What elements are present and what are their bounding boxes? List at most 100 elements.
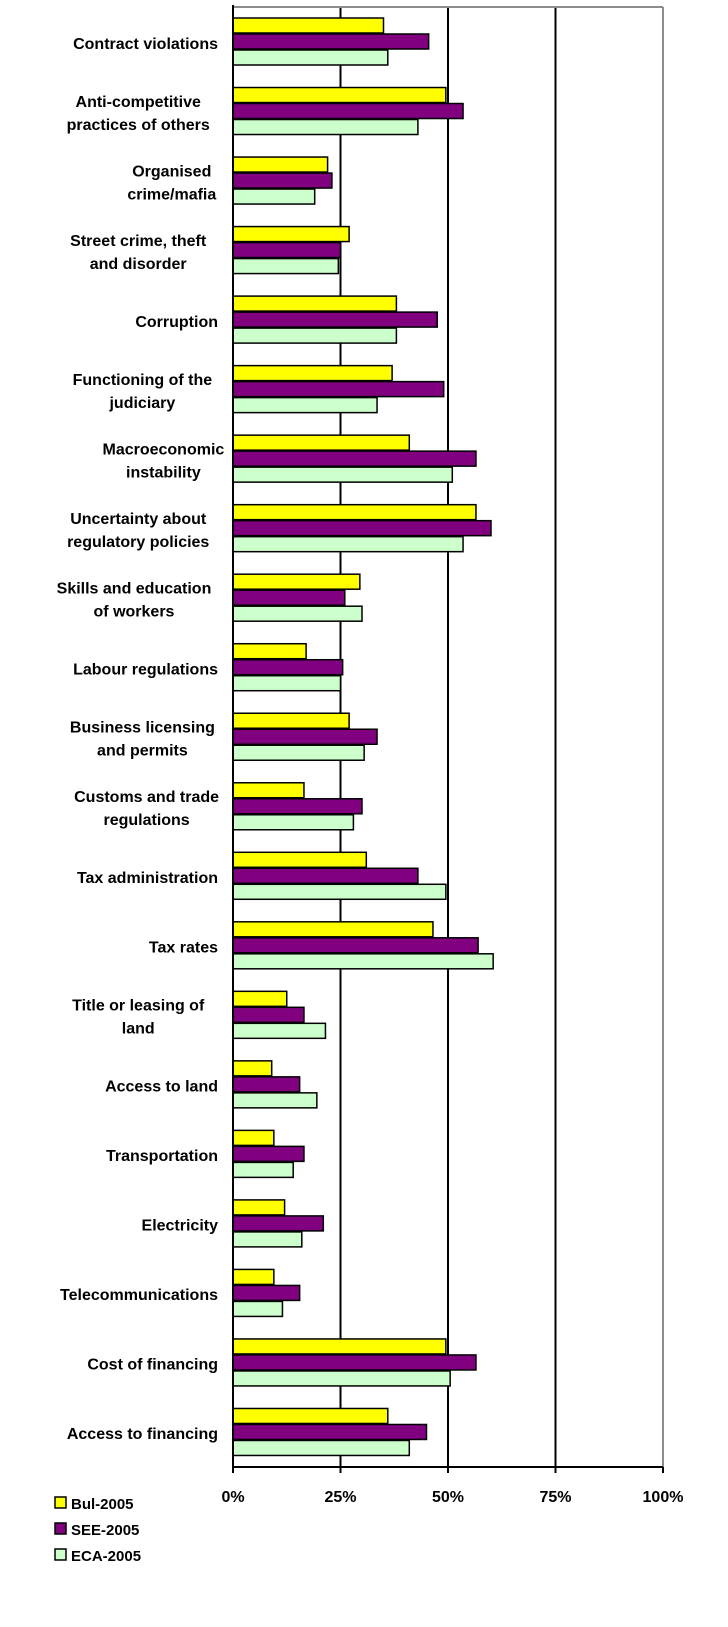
bar-eca-2005-9 <box>232 674 342 692</box>
category-label-line: instability <box>126 464 201 481</box>
category-label: Cost of financing <box>87 1357 218 1374</box>
bar-see-2005-1 <box>232 102 464 120</box>
legend-swatch-see-2005 <box>54 1522 67 1535</box>
bar-see-2005-15 <box>232 1076 301 1093</box>
category-label: Access to financing <box>67 1426 218 1443</box>
bar-bul-2005-18 <box>232 1268 275 1286</box>
bar-eca-2005-2 <box>232 188 316 205</box>
category-label: Street crime, theft and disorder <box>70 233 207 273</box>
x-tick-label: 100% <box>643 1489 684 1506</box>
bar-see-2005-18 <box>232 1284 301 1302</box>
category-label-line: Access to land <box>105 1079 218 1096</box>
category-label: Labour regulations <box>73 661 218 678</box>
bar-bul-2005-1 <box>232 86 447 104</box>
bar-see-2005-2 <box>232 172 333 189</box>
category-label-line: Labour regulations <box>73 661 218 678</box>
bar-bul-2005-4 <box>232 295 398 312</box>
legend-swatch-eca-2005 <box>54 1548 67 1561</box>
bar-eca-2005-7 <box>232 535 464 553</box>
category-label-line: Transportation <box>106 1148 218 1165</box>
category-label: Electricity <box>142 1218 219 1235</box>
bar-bul-2005-14 <box>232 990 288 1008</box>
bar-eca-2005-10 <box>232 744 365 761</box>
category-label-line: Contract violations <box>73 36 218 53</box>
x-tick-label: 75% <box>539 1489 571 1506</box>
bar-eca-2005-14 <box>232 1022 327 1040</box>
bar-eca-2005-13 <box>232 953 494 970</box>
bar-eca-2005-16 <box>232 1161 294 1179</box>
category-label: Organised crime/mafia <box>127 163 216 203</box>
category-label-line: Tax rates <box>149 940 218 957</box>
category-label-line: Corruption <box>135 314 218 331</box>
category-label-line: Customs and trade <box>74 789 219 806</box>
bar-eca-2005-15 <box>232 1092 318 1109</box>
bar-eca-2005-18 <box>232 1300 284 1318</box>
bar-bul-2005-7 <box>232 503 477 521</box>
bar-see-2005-10 <box>232 728 378 745</box>
bar-see-2005-16 <box>232 1145 305 1163</box>
bar-eca-2005-3 <box>232 257 340 275</box>
bar-bul-2005-12 <box>232 851 368 869</box>
category-label-line: Telecommunications <box>60 1287 218 1304</box>
category-label-line: land <box>122 1021 155 1038</box>
category-label-line: crime/mafia <box>127 186 216 203</box>
bar-see-2005-7 <box>232 519 492 537</box>
category-label: Skills and education of workers <box>57 580 212 620</box>
category-label-line: Anti-competitive <box>76 94 201 111</box>
axes <box>232 5 664 1473</box>
bar-bul-2005-3 <box>232 225 350 243</box>
bar-bul-2005-6 <box>232 434 411 451</box>
category-label-line: Organised <box>132 163 211 180</box>
category-label: Anti-competitive practices of others <box>67 94 210 134</box>
bar-bul-2005-16 <box>232 1129 275 1147</box>
category-label: Telecommunications <box>60 1287 218 1304</box>
bar-eca-2005-17 <box>232 1231 303 1248</box>
category-label-line: of workers <box>94 603 175 620</box>
bar-see-2005-12 <box>232 867 419 885</box>
bar-see-2005-14 <box>232 1006 305 1024</box>
category-label: Macroeconomic instability <box>102 441 224 481</box>
category-label-line: regulations <box>103 812 189 829</box>
category-label-line: Macroeconomic <box>102 441 224 458</box>
bar-eca-2005-12 <box>232 883 447 901</box>
bar-bul-2005-0 <box>232 17 385 34</box>
bar-see-2005-3 <box>232 241 342 259</box>
category-label: Tax administration <box>77 870 218 887</box>
bar-bul-2005-8 <box>232 573 361 590</box>
category-label-line: Street crime, theft <box>70 233 207 250</box>
category-label: Business licensing and permits <box>70 720 215 760</box>
category-label-line: Uncertainty about <box>70 511 207 528</box>
legend-label-eca-2005: ECA-2005 <box>71 1548 141 1565</box>
x-tick-label: 25% <box>324 1489 356 1506</box>
category-label-line: Title or leasing of <box>72 998 205 1015</box>
legend-label-bul-2005: Bul-2005 <box>71 1496 134 1513</box>
bar-bul-2005-19 <box>232 1338 447 1355</box>
category-label-line: Functioning of the <box>73 372 213 389</box>
bar-see-2005-9 <box>232 658 344 676</box>
category-label-line: Access to financing <box>67 1426 218 1443</box>
bar-eca-2005-11 <box>232 814 355 831</box>
bar-bul-2005-9 <box>232 642 307 660</box>
bar-eca-2005-5 <box>232 396 378 414</box>
category-label-line: Business licensing <box>70 720 215 737</box>
category-label-line: practices of others <box>67 117 210 134</box>
bar-see-2005-17 <box>232 1215 325 1232</box>
bar-bul-2005-11 <box>232 782 305 799</box>
category-label-line: regulatory policies <box>67 534 209 551</box>
bar-see-2005-5 <box>232 380 445 398</box>
category-label-line: Cost of financing <box>87 1357 218 1374</box>
category-label: Corruption <box>135 314 218 331</box>
bar-see-2005-8 <box>232 589 346 606</box>
bar-bul-2005-20 <box>232 1407 389 1425</box>
category-label: Uncertainty about regulatory policies <box>67 511 209 551</box>
bar-eca-2005-4 <box>232 327 398 344</box>
bar-eca-2005-6 <box>232 466 454 483</box>
legend-label-see-2005: SEE-2005 <box>71 1522 139 1539</box>
bar-see-2005-0 <box>232 33 430 50</box>
x-tick-label: 50% <box>432 1489 464 1506</box>
category-label: Transportation <box>106 1148 218 1165</box>
bar-bul-2005-17 <box>232 1199 286 1216</box>
legend-swatch-bul-2005 <box>54 1496 67 1509</box>
category-label: Functioning of the judiciary <box>73 372 213 412</box>
